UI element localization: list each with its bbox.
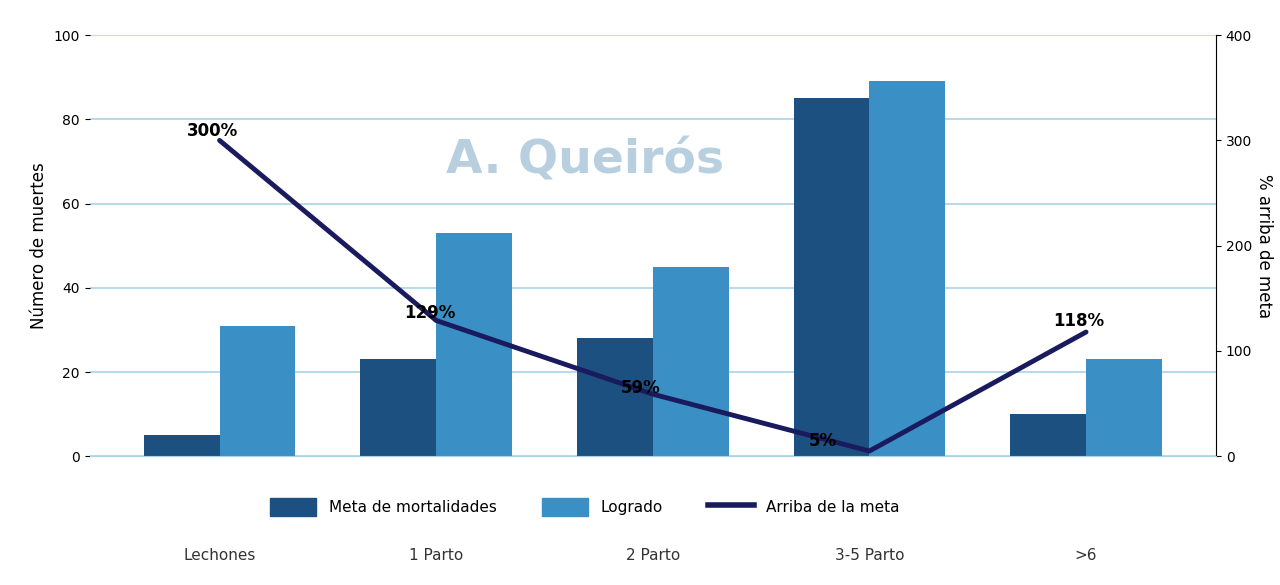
Y-axis label: Número de muertes: Número de muertes (29, 162, 47, 329)
Y-axis label: % arriba de meta: % arriba de meta (1254, 174, 1272, 318)
Text: 5%: 5% (809, 432, 837, 450)
Bar (436, 233, 512, 456)
Bar (361, 359, 436, 456)
Bar (577, 338, 653, 456)
Bar (869, 81, 945, 456)
Text: Lechones: Lechones (183, 548, 256, 563)
Bar (220, 326, 296, 456)
Text: >6: >6 (1075, 548, 1097, 563)
Text: A. Queirós: A. Queirós (447, 139, 724, 184)
Bar (143, 435, 220, 456)
Text: 300%: 300% (187, 122, 238, 140)
Bar (653, 267, 728, 456)
Bar (1085, 359, 1162, 456)
Text: 118%: 118% (1053, 312, 1105, 330)
Text: 1 Parto: 1 Parto (410, 548, 463, 563)
Text: 129%: 129% (403, 304, 456, 322)
Text: 59%: 59% (621, 379, 660, 397)
Bar (1010, 414, 1085, 456)
Text: 2 Parto: 2 Parto (626, 548, 680, 563)
Text: 3-5 Parto: 3-5 Parto (835, 548, 904, 563)
Bar (794, 98, 869, 456)
Legend: Meta de mortalidades, Logrado, Arriba de la meta: Meta de mortalidades, Logrado, Arriba de… (270, 498, 900, 517)
